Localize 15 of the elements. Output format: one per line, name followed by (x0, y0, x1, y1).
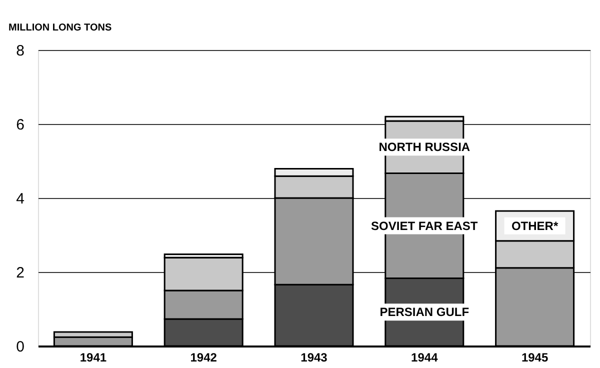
y-tick-label: 4 (16, 190, 24, 208)
series-label: PERSIAN GULF (380, 305, 470, 320)
y-tick-label: 2 (16, 264, 24, 282)
x-tick-label: 1941 (80, 350, 107, 364)
series-label: SOVIET FAR EAST (371, 218, 478, 233)
x-tick-label: 1942 (190, 350, 218, 364)
y-axis-title: MILLION LONG TONS (8, 22, 112, 34)
series-label: OTHER* (511, 218, 558, 233)
x-tick-label: 1943 (300, 350, 328, 364)
x-tick-label: 1944 (411, 350, 438, 364)
y-tick-label: 0 (16, 338, 24, 356)
series-label: NORTH RUSSIA (378, 140, 470, 154)
y-tick-label: 6 (16, 116, 24, 134)
y-tick-label: 8 (16, 42, 24, 60)
x-tick-label: 1945 (521, 350, 548, 364)
